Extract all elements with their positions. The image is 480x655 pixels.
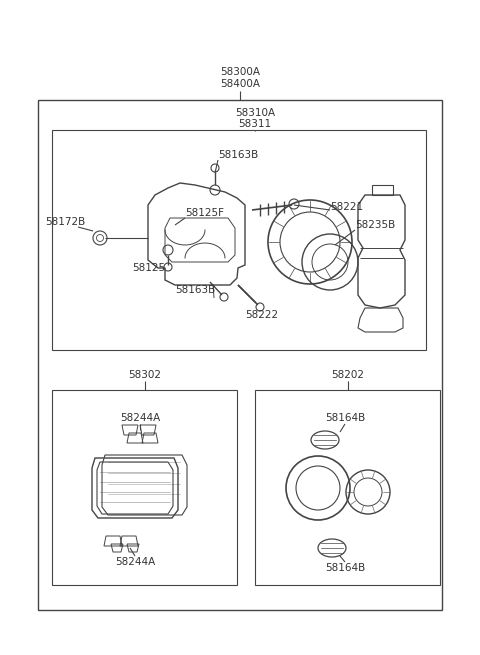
Text: 58172B: 58172B [45, 217, 85, 227]
Bar [38, 100, 442, 610]
Text: 58310A: 58310A [235, 108, 275, 118]
Text: 58222: 58222 [245, 310, 278, 320]
Text: 58202: 58202 [332, 370, 364, 380]
Bar [52, 130, 426, 350]
Text: 58125: 58125 [132, 263, 165, 273]
Text: 58163B: 58163B [218, 150, 258, 160]
Text: 58244A: 58244A [120, 413, 160, 423]
Text: 58163B: 58163B [175, 285, 215, 295]
Text: 58125F: 58125F [185, 208, 224, 218]
Text: 58244A: 58244A [115, 557, 155, 567]
Text: 58164B: 58164B [325, 413, 365, 423]
Text: 58164B: 58164B [325, 563, 365, 573]
Text: 58311: 58311 [239, 119, 272, 129]
Text: 58221: 58221 [330, 202, 363, 212]
Text: 58302: 58302 [129, 370, 161, 380]
Text: 58235B: 58235B [355, 220, 395, 230]
Bar [52, 390, 237, 585]
Bar [255, 390, 440, 585]
Text: 58400A: 58400A [220, 79, 260, 89]
Text: 58300A: 58300A [220, 67, 260, 77]
